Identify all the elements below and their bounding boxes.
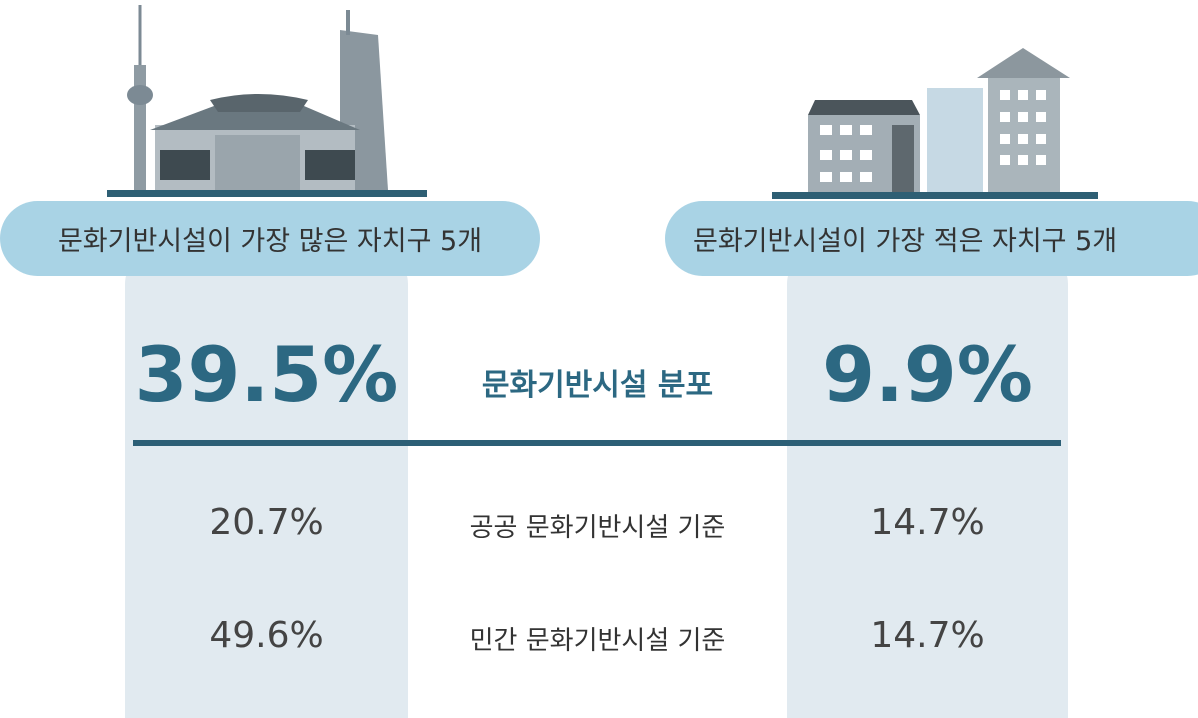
left-value: 49.6% (125, 615, 408, 656)
infographic: 문화기반시설이 가장 많은 자치구 5개 문화기반시설이 가장 적은 자치구 5… (0, 0, 1198, 718)
row-label: 민간 문화기반시설 기준 (408, 620, 787, 657)
right-header: 문화기반시설이 가장 적은 자치구 5개 (665, 201, 1198, 276)
left-city (107, 5, 427, 197)
row-label: 문화기반시설 분포 (408, 360, 787, 404)
illustrations (0, 0, 1198, 200)
row-label: 공공 문화기반시설 기준 (408, 507, 787, 544)
divider (133, 440, 1061, 446)
right-value: 9.9% (787, 330, 1068, 419)
left-header: 문화기반시설이 가장 많은 자치구 5개 (0, 201, 540, 276)
left-value: 20.7% (125, 502, 408, 543)
left-value: 39.5% (125, 330, 408, 419)
right-value: 14.7% (787, 502, 1068, 543)
right-city (772, 48, 1098, 199)
right-value: 14.7% (787, 615, 1068, 656)
